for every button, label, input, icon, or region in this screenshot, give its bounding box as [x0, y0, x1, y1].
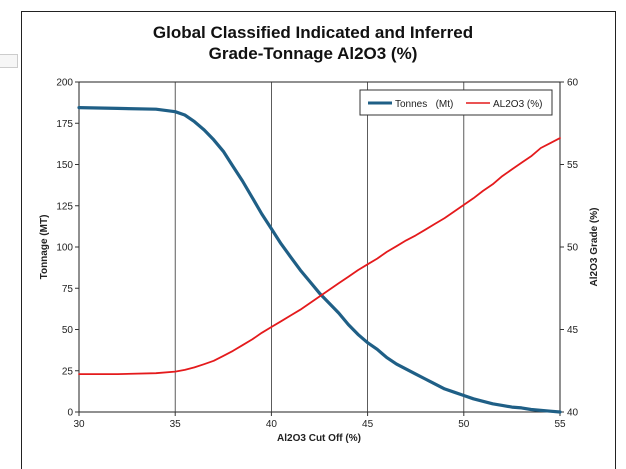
y-axis-ticks: 0 25 50 75 100 125 150 175 200: [56, 78, 79, 419]
al2o3-grade-series-line: [78, 137, 561, 376]
y2-tick-label: 60: [567, 78, 579, 89]
gutter-marker: [0, 54, 18, 68]
y-tick-label: 75: [62, 284, 74, 295]
y2-tick-label: 50: [567, 243, 579, 254]
x-tick-label: 45: [362, 419, 374, 430]
series-lines: [77, 105, 562, 414]
legend-label-tonnes: Tonnes (Mt): [395, 99, 453, 110]
y-axis-title: Tonnage (MT): [39, 215, 50, 280]
chart-title: Global Classified Indicated and Inferred…: [0, 22, 626, 64]
y-tick-label: 50: [62, 325, 74, 336]
y2-axis-ticks: 40 45 50 55 60: [560, 78, 579, 419]
x-tick-label: 55: [554, 419, 566, 430]
y-tick-label: 25: [62, 366, 74, 377]
y-tick-label: 150: [56, 160, 73, 171]
y-tick-label: 125: [56, 201, 73, 212]
y-tick-label: 175: [56, 119, 73, 130]
legend: Tonnes (Mt) AL2O3 (%): [359, 89, 553, 116]
y-tick-label: 200: [56, 78, 73, 89]
chart-frame: [21, 11, 616, 469]
plot-area: [78, 81, 561, 413]
chart-title-line-1: Global Classified Indicated and Inferred: [152, 23, 474, 42]
legend-label-al2o3: AL2O3 (%): [493, 99, 542, 110]
x-tick-label: 40: [266, 419, 278, 430]
y2-tick-label: 45: [567, 325, 579, 336]
y2-axis-title: Al2O3 Grade (%): [589, 208, 600, 287]
x-tick-label: 50: [458, 419, 470, 430]
tonnes-series-line: [77, 105, 562, 414]
x-axis-title: Al2O3 Cut Off (%): [277, 433, 361, 444]
y2-tick-label: 55: [567, 160, 579, 171]
x-tick-label: 30: [73, 419, 85, 430]
x-axis-ticks: 30 35 40 45 50 55: [73, 412, 566, 430]
y-tick-label: 0: [67, 408, 73, 419]
chart-title-line-2: Grade-Tonnage Al2O3 (%): [208, 44, 418, 63]
y2-tick-label: 40: [567, 408, 579, 419]
grid-lines: [174, 82, 465, 412]
x-tick-label: 35: [170, 419, 182, 430]
y-tick-label: 100: [56, 243, 73, 254]
